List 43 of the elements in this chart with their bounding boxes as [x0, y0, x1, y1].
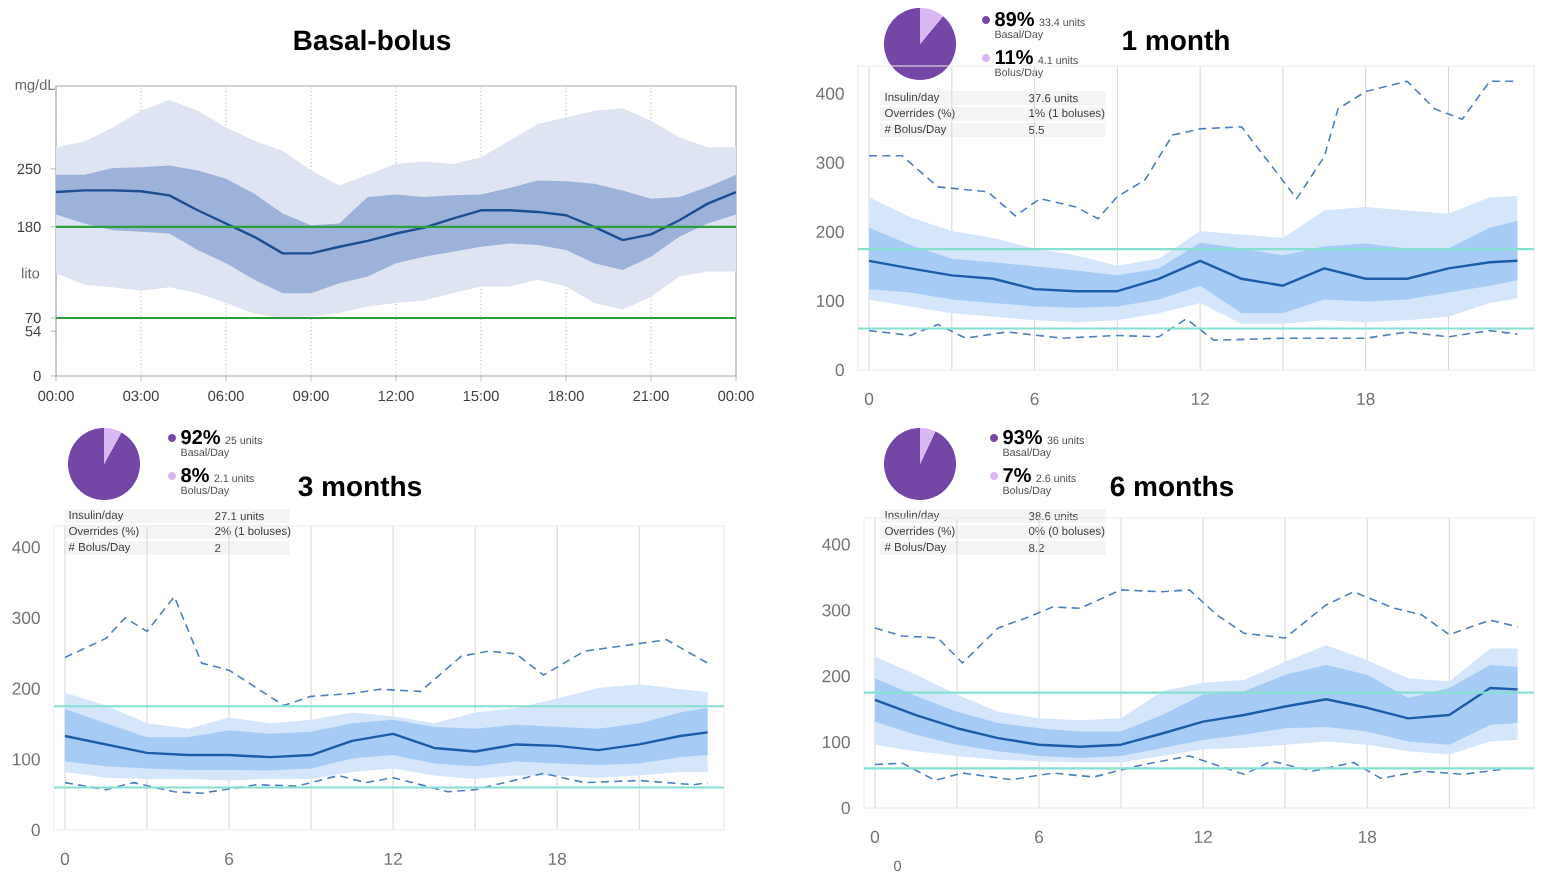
x-tick-label: 18: [1357, 392, 1375, 405]
line-series: [64, 595, 709, 707]
line-series: [64, 772, 709, 795]
y-tick-label: 200: [822, 670, 850, 683]
x-tick-label: 18: [548, 852, 567, 865]
chart-title: 3 months: [298, 475, 422, 497]
line-series: [874, 589, 1519, 664]
chart-title: 1 month: [1123, 29, 1229, 51]
line-series: [867, 259, 1519, 293]
y-tick-label: 0: [835, 363, 844, 377]
x-tick-label: 18: [1358, 830, 1377, 843]
data-label: 7%: [1003, 468, 1031, 483]
y-tick-label: 300: [822, 604, 850, 617]
y-tick-label: 0: [841, 801, 850, 815]
data-label: 89%: [995, 12, 1034, 27]
line-series: [874, 755, 1505, 782]
y-tick-label: 200: [12, 682, 40, 695]
x-tick-label: 6: [225, 852, 234, 865]
chart-title: 6 months: [1110, 475, 1234, 497]
y-tick-label: 100: [823, 735, 850, 749]
data-label: 8%: [181, 468, 209, 483]
data-label: 92%: [181, 430, 221, 445]
x-tick-label: 0: [870, 830, 880, 843]
y-tick-label: 300: [816, 156, 844, 169]
x-tick-label: 0: [60, 852, 70, 865]
x-tick-label: 6: [1030, 392, 1039, 405]
data-label: 93%: [1003, 430, 1042, 445]
data-label: 11%: [995, 50, 1033, 65]
y-tick-label: 100: [13, 753, 40, 766]
y-tick-label: 300: [12, 611, 40, 625]
x-tick-label: 0: [864, 392, 874, 405]
x-tick-label: 12: [384, 852, 402, 865]
x-tick-label: 12: [1194, 830, 1212, 843]
y-tick-label: 400: [816, 87, 844, 100]
chart-title: Basal-bolus: [294, 29, 451, 51]
line-series: [868, 318, 1519, 342]
y-tick-label: 200: [816, 225, 844, 238]
y-tick-label: 100: [817, 294, 844, 308]
y-tick-label: 400: [822, 538, 850, 551]
x-tick-label: 6: [1035, 830, 1044, 843]
x-tick-label: 12: [1191, 392, 1209, 405]
line-series: [873, 686, 1519, 748]
y-tick-label: 400: [12, 541, 40, 554]
